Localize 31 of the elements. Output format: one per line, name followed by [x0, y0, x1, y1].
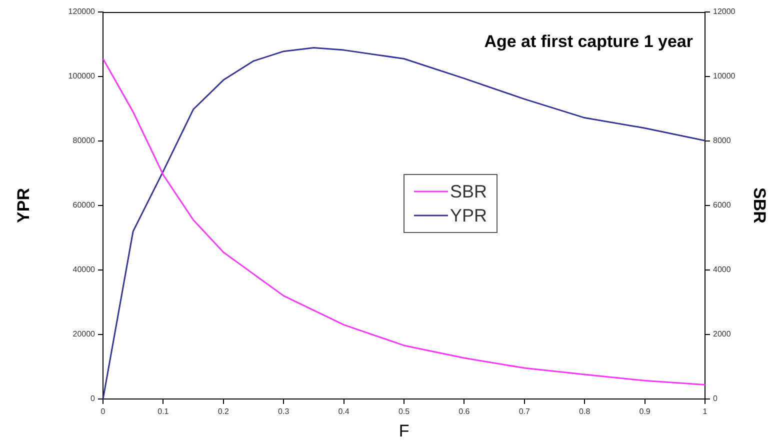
y-axis-title: YPR — [14, 188, 33, 223]
y2-tick-label: 4000 — [713, 265, 732, 274]
y-tick-label: 100000 — [68, 72, 96, 81]
annotation: Age at first capture 1 year — [484, 32, 694, 52]
x-tick-label: 0.2 — [218, 407, 230, 416]
x-tick-label: 0.9 — [639, 407, 651, 416]
y-tick-label: 80000 — [72, 136, 96, 146]
x-tick-label: 0.1 — [158, 407, 170, 416]
legend-label: SBR — [450, 182, 488, 202]
y2-tick-label: 2000 — [713, 330, 732, 339]
y-tick-label: 0 — [90, 394, 96, 404]
y2-tick-label: 8000 — [713, 136, 732, 146]
y-tick-label: 60000 — [72, 200, 96, 210]
y2-axis-title: SBR — [750, 188, 770, 224]
y2-tick-label: 0 — [713, 394, 718, 404]
x-tick-label: 0.8 — [579, 407, 591, 416]
y-tick-label: 40000 — [72, 265, 96, 274]
x-tick-label: 1 — [702, 407, 708, 416]
x-tick-label: 0.4 — [338, 407, 350, 416]
x-tick-label: 0.6 — [458, 407, 470, 416]
x-tick-label: 0 — [100, 407, 106, 416]
y-tick-label: 120000 — [68, 7, 96, 16]
y2-tick-label: 12000 — [713, 7, 736, 16]
legend-label: YPR — [450, 206, 488, 226]
x-tick-label: 0.7 — [518, 407, 531, 416]
y-tick-label: 20000 — [72, 330, 96, 339]
y2-tick-label: 6000 — [713, 200, 732, 210]
x-tick-label: 0.3 — [278, 407, 290, 416]
y2-tick-label: 10000 — [713, 72, 736, 81]
x-tick-label: 0.5 — [398, 407, 410, 416]
x-axis-title: F — [398, 421, 410, 440]
